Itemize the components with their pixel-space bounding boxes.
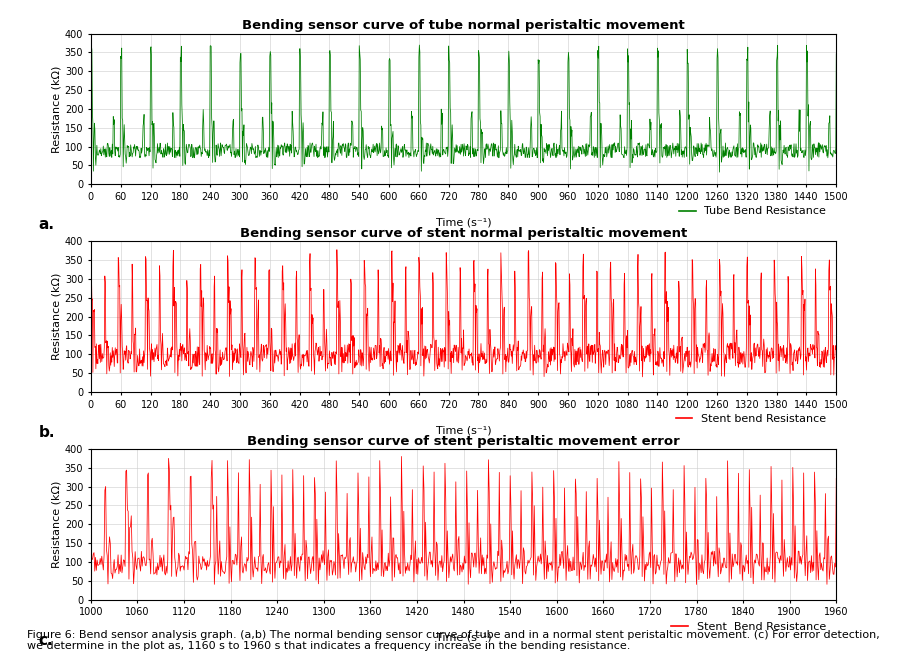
- Title: Bending sensor curve of stent peristaltic movement error: Bending sensor curve of stent peristalti…: [247, 435, 680, 448]
- Legend: Stent  Bend Resistance: Stent Bend Resistance: [667, 618, 831, 636]
- Legend: Tube Bend Resistance: Tube Bend Resistance: [674, 202, 831, 221]
- Text: Time (s⁻¹): Time (s⁻¹): [435, 425, 492, 435]
- Text: c.: c.: [39, 632, 54, 648]
- Text: a.: a.: [39, 217, 55, 232]
- Text: Time (s⁻¹): Time (s⁻¹): [435, 632, 492, 643]
- Text: Figure 6: Bend sensor analysis graph. (a,b) The normal bending sensor curve of t: Figure 6: Bend sensor analysis graph. (a…: [27, 630, 880, 651]
- Legend: Stent bend Resistance: Stent bend Resistance: [671, 410, 831, 429]
- Y-axis label: Resistance (kΩ): Resistance (kΩ): [52, 273, 62, 360]
- Text: b.: b.: [39, 425, 55, 440]
- Text: Time (s⁻¹): Time (s⁻¹): [435, 217, 492, 227]
- Title: Bending sensor curve of tube normal peristaltic movement: Bending sensor curve of tube normal peri…: [242, 19, 685, 32]
- Y-axis label: Resistance (kΩ): Resistance (kΩ): [52, 65, 62, 153]
- Title: Bending sensor curve of stent normal peristaltic movement: Bending sensor curve of stent normal per…: [240, 227, 687, 240]
- Y-axis label: Resistance (kΩ): Resistance (kΩ): [52, 480, 62, 568]
